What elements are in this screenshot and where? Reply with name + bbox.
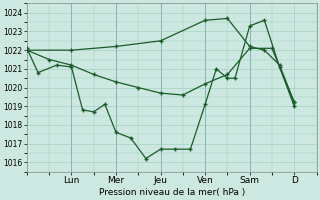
X-axis label: Pression niveau de la mer( hPa ): Pression niveau de la mer( hPa ) [99, 188, 245, 197]
